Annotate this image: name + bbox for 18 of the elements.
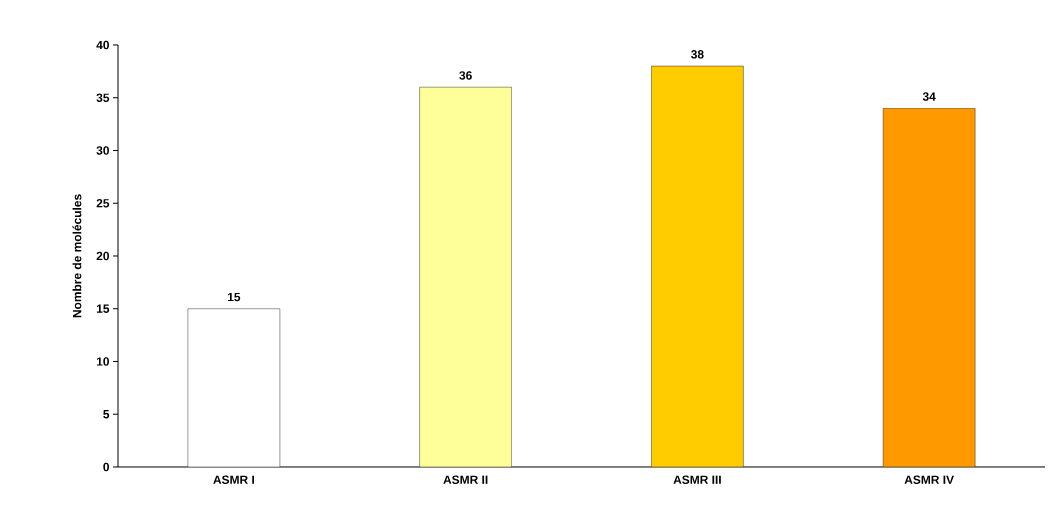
y-tick-label: 40 [96,40,109,50]
x-tick-label: ASMR I [213,475,254,484]
y-tick-label: 35 [96,93,110,102]
data-label: 34 [922,92,936,101]
y-tick-label: 5 [103,410,110,419]
data-label: 36 [459,71,472,80]
data-label: 38 [691,50,704,59]
y-tick-label: 25 [96,199,110,208]
x-tick-label: ASMR II [443,475,488,484]
y-tick-label: 0 [103,462,109,472]
data-label: 15 [227,292,241,302]
x-tick-label: ASMR III [673,475,721,484]
y-tick-label: 10 [96,357,109,366]
y-tick-label: 30 [96,146,109,155]
y-tick-label: 15 [96,304,110,313]
y-tick-label: 20 [96,251,109,261]
x-tick-label: ASMR IV [904,475,954,484]
y-axis-title: Nombre de molécules [72,194,82,318]
